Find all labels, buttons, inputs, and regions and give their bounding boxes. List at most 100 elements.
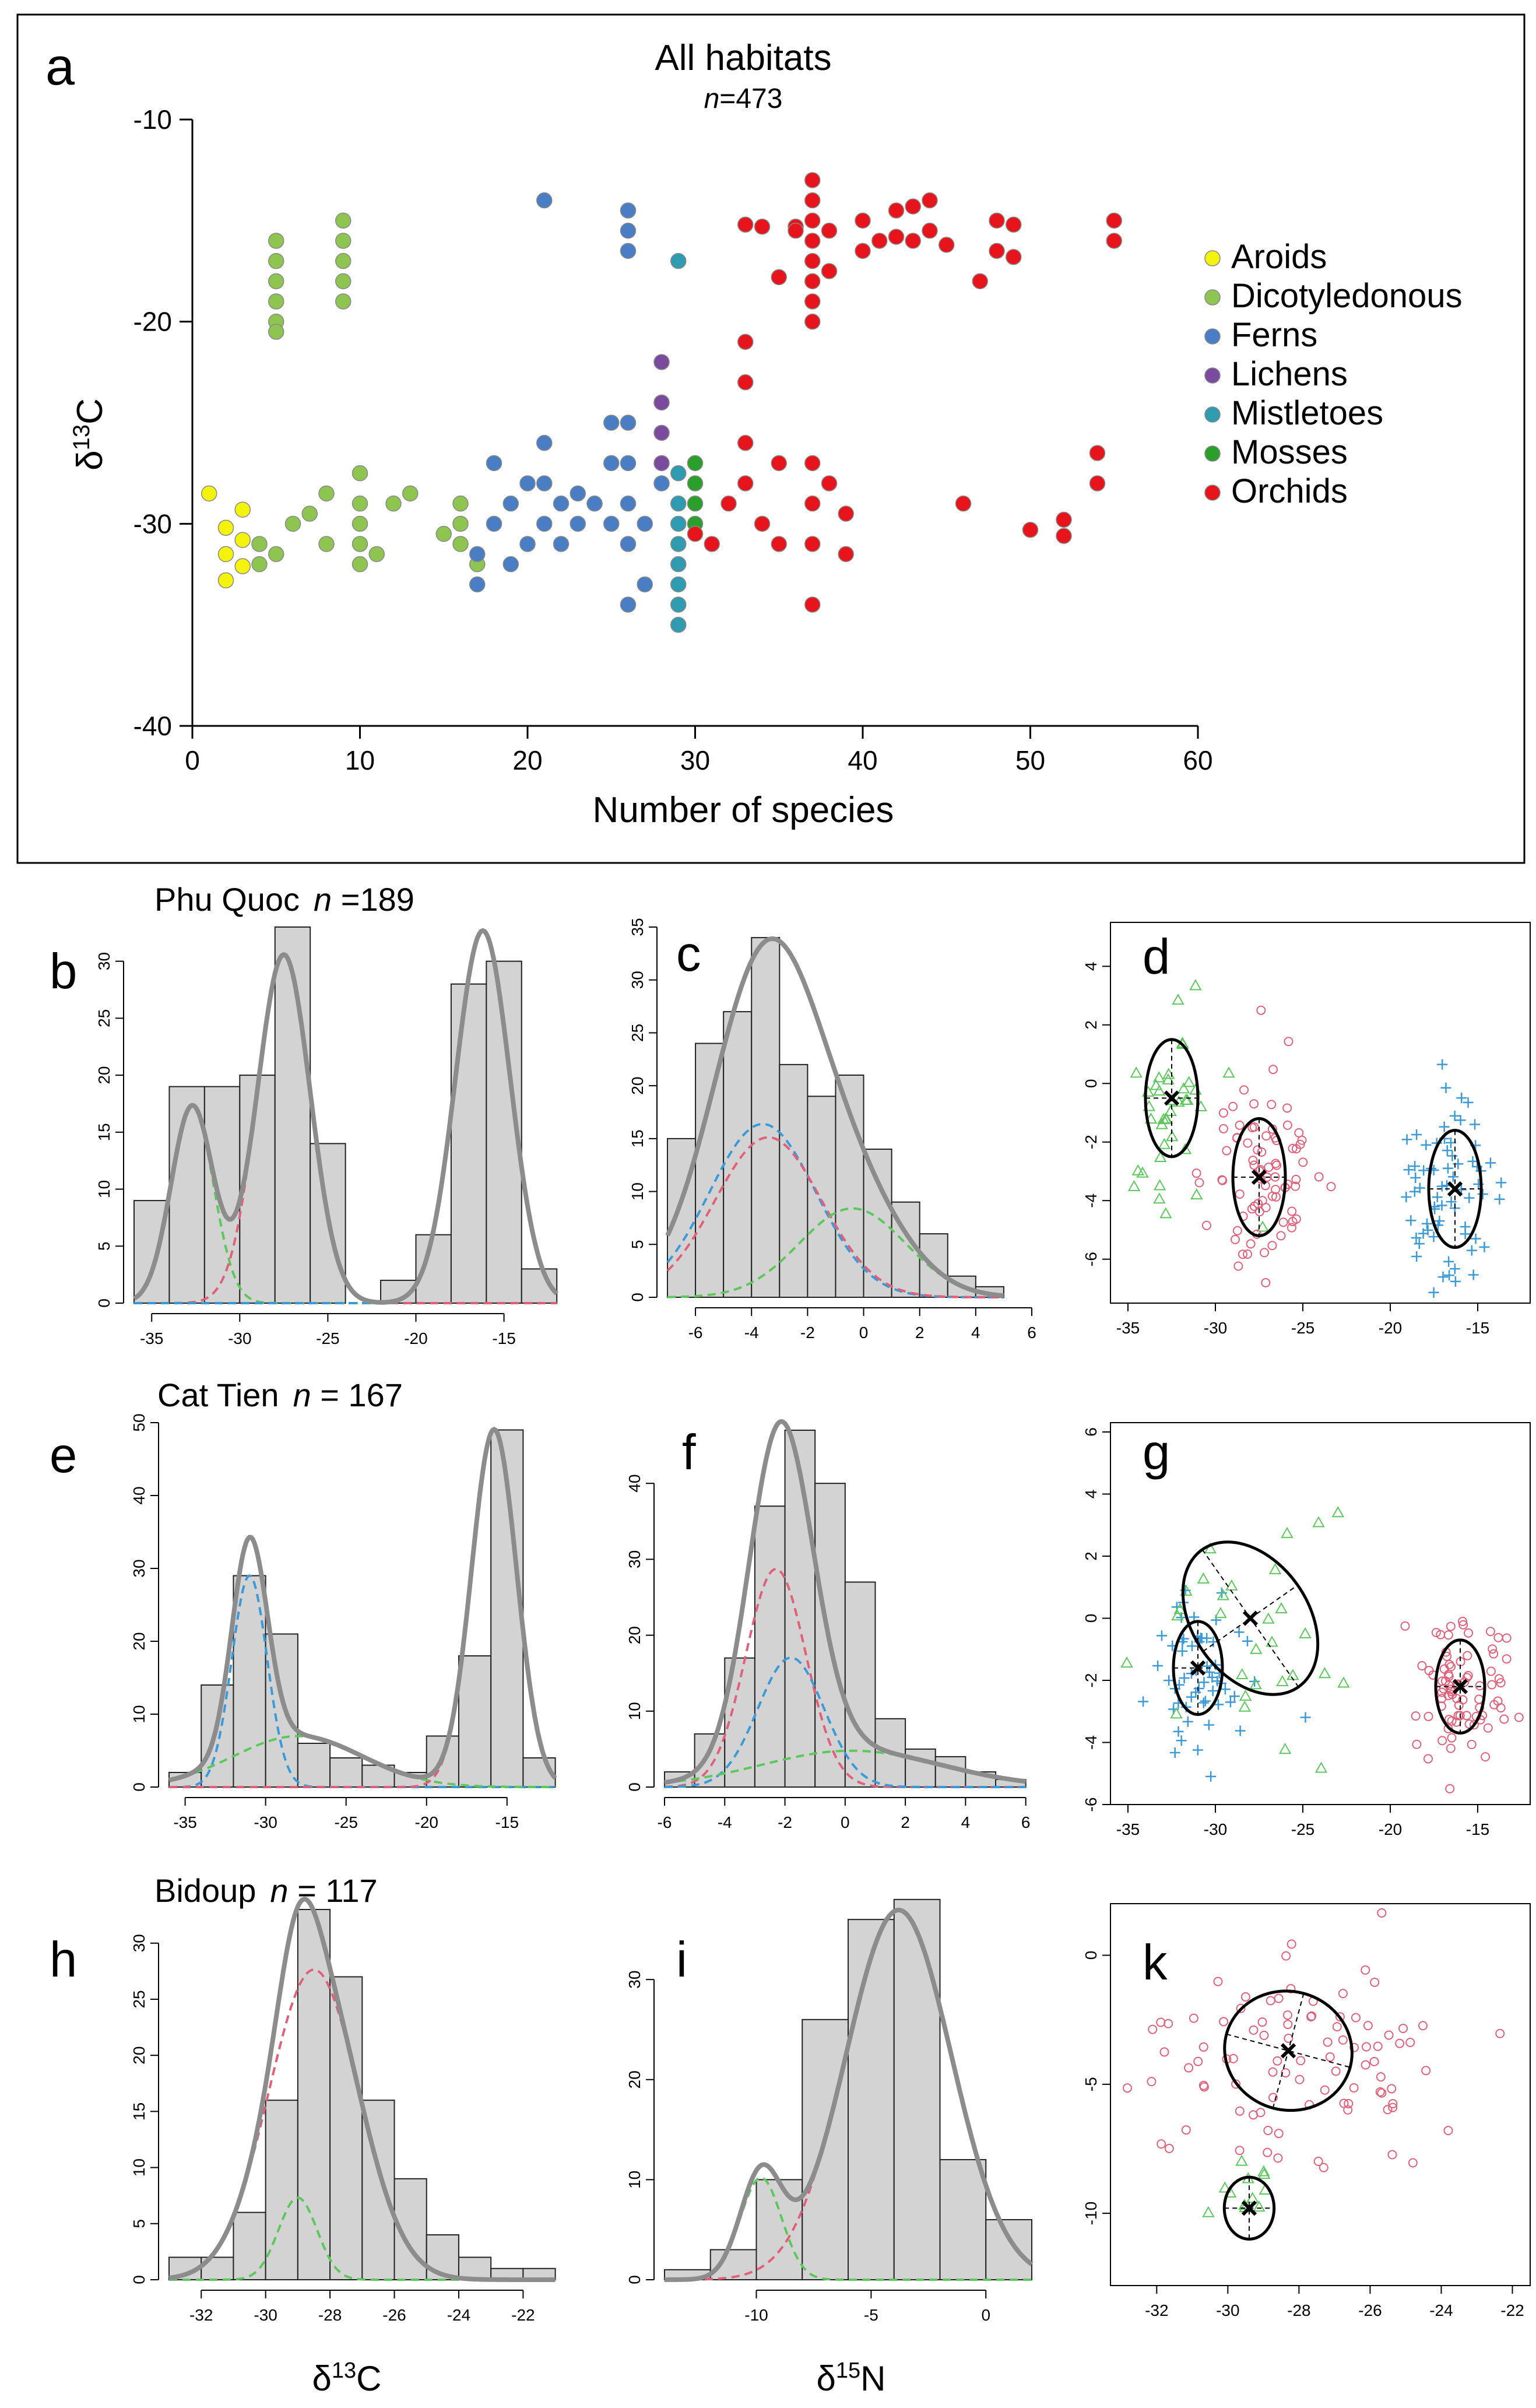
sample-point [1136, 1166, 1149, 1178]
data-point-orchids [737, 475, 754, 492]
x-tick-label: -22 [1500, 2301, 1524, 2319]
sample-point [1436, 1181, 1447, 1192]
sample-point [1247, 1122, 1257, 1132]
sample-point [1249, 2110, 1259, 2120]
data-point-mosses [687, 455, 704, 472]
sample-point [1164, 2143, 1174, 2153]
sample-point [1217, 1175, 1227, 1185]
sample-point [1256, 1220, 1269, 1232]
sample-point [1120, 1656, 1133, 1668]
x-tick-label: 4 [961, 1813, 971, 1831]
histogram-bar [458, 1655, 492, 1788]
sample-point [1287, 1939, 1296, 1949]
x-tick-label: 0 [981, 2306, 990, 2324]
data-point-mistletoes [670, 616, 687, 633]
mixture-total-curve [664, 1419, 1027, 1785]
sample-point [1489, 1649, 1499, 1659]
sample-point [1384, 2030, 1394, 2040]
sample-point [1467, 1739, 1477, 1749]
histogram-bar [201, 1684, 234, 1788]
sample-point [1275, 1602, 1288, 1613]
data-point-ferns [536, 515, 553, 532]
sample-point [1267, 1241, 1277, 1251]
x-tick-label: 10 [345, 745, 375, 775]
data-point-orchids [720, 495, 737, 512]
chart-title: All habitats [655, 38, 831, 78]
sample-point [1488, 1644, 1498, 1654]
x-tick-label: -24 [447, 2306, 470, 2324]
sample-point [1267, 1191, 1277, 1201]
histogram-bar [239, 1075, 276, 1304]
data-point-mistletoes [670, 465, 687, 482]
sample-point [1156, 1630, 1167, 1641]
sample-point [1443, 1723, 1453, 1733]
sample-point [1444, 1659, 1454, 1669]
data-point-dicotyledonous [368, 546, 385, 563]
data-point-mistletoes [670, 495, 687, 512]
data-point-orchids [704, 536, 720, 552]
data-point-orchids [939, 237, 955, 253]
data-point-dicotyledonous [352, 556, 368, 573]
sample-point [1228, 1101, 1238, 1111]
sample-point [1401, 1134, 1412, 1145]
sample-point [1147, 2077, 1157, 2087]
data-point-dicotyledonous [335, 273, 352, 290]
x-tick-label: -15 [1466, 1319, 1489, 1337]
centroid-marker [1251, 1169, 1267, 1185]
data-point-lichens [653, 424, 670, 441]
centroid-marker [1242, 1610, 1259, 1626]
data-point-dicotyledonous [318, 536, 335, 552]
y-tick-label: 0 [130, 1782, 148, 1792]
y-tick-label: 25 [95, 1009, 113, 1027]
sample-point [1198, 2042, 1208, 2052]
sample-point [1312, 1516, 1325, 1528]
data-point-orchids [838, 506, 854, 522]
sample-point [1189, 979, 1202, 991]
mixture-total-curve [168, 1896, 556, 2282]
sample-point [1363, 2021, 1373, 2031]
data-point-ferns [637, 515, 653, 532]
sample-point [1409, 1186, 1420, 1197]
sample-point [1417, 1661, 1427, 1670]
data-point-orchids [871, 233, 888, 249]
sample-point [1201, 1633, 1212, 1644]
x-tick-label: 2 [901, 1813, 910, 1831]
data-point-orchids [922, 222, 938, 239]
sample-point [1127, 1180, 1141, 1191]
axes: 0 10 20 30 40 50 60 -10 -20 -30 -40 [133, 104, 1213, 775]
x-tick-label: 30 [680, 745, 710, 775]
legend-label: Mosses [1231, 433, 1348, 471]
sample-point [1447, 1150, 1458, 1161]
data-point-orchids [1106, 212, 1122, 229]
x-tick-label: 2 [915, 1324, 925, 1342]
sample-point [1291, 1174, 1301, 1184]
sample-point [1193, 1683, 1204, 1694]
sample-point [1361, 2042, 1371, 2052]
histogram-bar [203, 1086, 241, 1304]
y-tick-label: 20 [625, 2070, 644, 2088]
data-point-ferns [519, 475, 536, 492]
x-tick-label: 40 [848, 745, 877, 775]
sample-point [1361, 2060, 1370, 2070]
y-tick-label: 0 [1082, 1079, 1100, 1088]
sample-point [1191, 1168, 1201, 1178]
sample-point [1201, 1220, 1211, 1230]
y-tick-label: 6 [1082, 1427, 1100, 1437]
sample-point [1466, 1245, 1477, 1256]
data-point-ferns [620, 495, 637, 512]
sample-point [1398, 2023, 1408, 2033]
sample-point [1455, 1115, 1466, 1126]
histogram-bar [751, 937, 781, 1298]
y-tick-label: 10 [625, 2171, 644, 2189]
sample-point [1213, 1977, 1223, 1986]
sample-point [1268, 2067, 1278, 2077]
sample-point [1266, 1635, 1278, 1647]
sample-point [1375, 2087, 1385, 2097]
y-tick-label: 10 [130, 2158, 148, 2177]
data-point-orchids [1006, 248, 1022, 265]
sample-point [1181, 1094, 1194, 1105]
sample-point [1395, 2038, 1405, 2048]
sample-point [1235, 1120, 1245, 1130]
data-point-orchids [922, 192, 938, 209]
data-point-orchids [737, 434, 754, 451]
